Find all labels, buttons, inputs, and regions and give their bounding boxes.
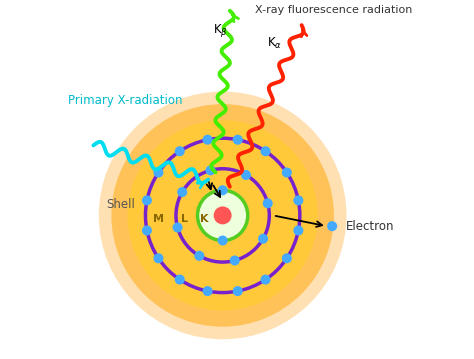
Circle shape (202, 286, 213, 296)
Text: Electron: Electron (346, 220, 395, 233)
Circle shape (173, 223, 182, 233)
Circle shape (99, 92, 346, 339)
Text: Shell: Shell (106, 198, 135, 211)
Circle shape (293, 225, 303, 236)
Circle shape (214, 206, 232, 224)
Circle shape (282, 253, 292, 263)
Circle shape (218, 236, 228, 246)
Circle shape (128, 120, 318, 311)
Text: X-ray fluorescence radiation: X-ray fluorescence radiation (255, 5, 413, 15)
Text: Primary X-radiation: Primary X-radiation (68, 94, 183, 107)
Circle shape (177, 187, 187, 197)
Circle shape (233, 286, 243, 296)
Circle shape (261, 275, 271, 285)
Circle shape (230, 256, 240, 266)
Circle shape (293, 195, 303, 205)
Circle shape (175, 275, 185, 285)
Text: M: M (153, 214, 164, 224)
Text: L: L (182, 214, 189, 224)
Circle shape (282, 168, 292, 178)
Circle shape (241, 170, 251, 180)
Circle shape (327, 221, 337, 231)
Circle shape (154, 168, 164, 178)
Circle shape (258, 234, 268, 244)
Circle shape (233, 135, 243, 145)
Circle shape (142, 225, 152, 236)
Circle shape (202, 135, 213, 145)
Text: K: K (201, 214, 209, 224)
Circle shape (206, 165, 216, 175)
Circle shape (142, 195, 152, 205)
Circle shape (263, 198, 273, 208)
Circle shape (111, 104, 334, 327)
Text: K$_\alpha$: K$_\alpha$ (267, 36, 283, 51)
Circle shape (154, 253, 164, 263)
Circle shape (261, 146, 271, 156)
Circle shape (198, 190, 248, 241)
Text: K$_\beta$: K$_\beta$ (213, 22, 228, 39)
Circle shape (194, 251, 204, 261)
Circle shape (175, 146, 185, 156)
Circle shape (218, 185, 228, 195)
